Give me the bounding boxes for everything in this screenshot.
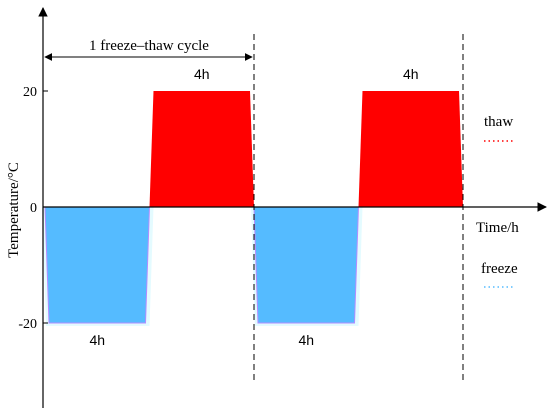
y-tick-label-2: 0 xyxy=(30,201,37,216)
duration-label-1: 4h xyxy=(89,332,105,348)
duration-label-3: 4h xyxy=(298,332,314,348)
thaw-segment-4 xyxy=(358,91,463,207)
freeze-segment-1 xyxy=(44,206,151,324)
freeze-segment-3 xyxy=(253,206,360,324)
legend-thaw-label: thaw xyxy=(484,114,513,130)
x-axis-label: Time/h xyxy=(476,220,519,236)
duration-labels: 4h 4h 4h 4h xyxy=(89,66,418,348)
y-axis-label: Temperature/°C xyxy=(6,162,22,258)
thaw-segment-2 xyxy=(149,91,254,207)
duration-label-4: 4h xyxy=(403,66,419,82)
y-tick-label-3: -20 xyxy=(18,317,37,332)
duration-label-2: 4h xyxy=(194,66,210,82)
legend-freeze-label: freeze xyxy=(481,261,518,277)
cycle-label: 1 freeze–thaw cycle xyxy=(89,38,209,54)
y-tick-label-1: 20 xyxy=(23,85,37,100)
legend: thaw freeze xyxy=(481,114,518,288)
phase-shapes xyxy=(42,91,463,326)
y-ticks: 20 0 -20 xyxy=(18,85,48,332)
